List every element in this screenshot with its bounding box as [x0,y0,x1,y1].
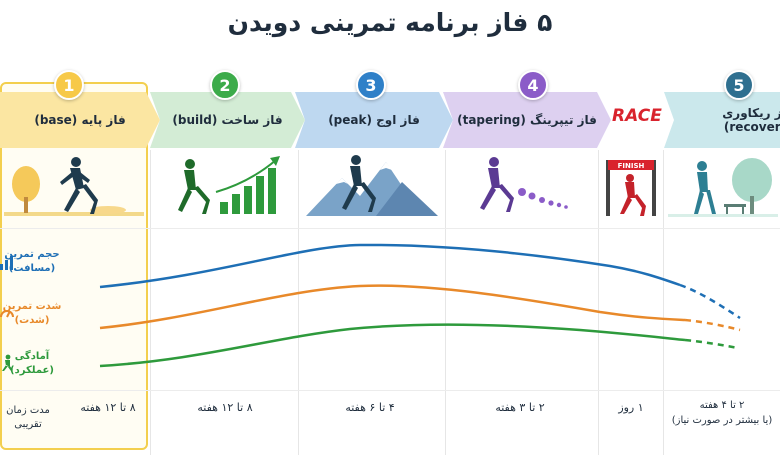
runner-icon [480,157,514,212]
volume-curve-recovery [679,283,741,320]
duration-recovery-main: ۲ تا ۴ هفته [699,400,745,411]
duration-recovery-note: (یا بیشتر در صورت نیاز) [671,415,773,426]
page-title: ۵ فاز برنامه تمرینی دویدن [227,8,553,37]
phase-arrow-recovery: فاز ریکاوری (recovery) [664,92,780,148]
row-label-volume-sub: (مسافت) [8,263,56,274]
phase-label-recovery: فاز ریکاوری (recovery) [722,106,780,134]
row-label-volume: حجم تمرین (مسافت) [2,248,62,276]
growth-bars-icon [220,168,276,214]
volume-curve [99,243,681,289]
runner-icon [620,174,646,216]
tree-icon [732,158,772,202]
runner-icon [342,155,376,212]
tree-icon [12,166,40,202]
ground [4,212,144,216]
dots-icon [518,188,568,209]
finish-banner [608,160,654,170]
tapering-illustration [480,157,568,212]
row-divider [0,228,780,229]
peak-illustration [306,155,438,216]
duration-recovery: ۲ تا ۴ هفته (یا بیشتر در صورت نیاز) [664,398,780,428]
speedometer-icon [0,310,14,318]
duration-peak: ۴ تا ۶ هفته [345,401,395,414]
bench-icon [724,204,746,207]
race-label: RACE [612,106,662,126]
intensity-curve-recovery [684,318,741,332]
runner-icon [2,354,13,371]
phase-number-badge: 5 [724,70,754,100]
phase-arrow-peak: فاز اوج (peak) [295,92,453,148]
column-divider [298,150,299,455]
row-label-duration-sub: تقریبی [14,419,42,430]
row-label-duration: مدت زمان تقریبی [0,404,58,432]
row-divider [0,390,780,391]
row-label-intensity-sub: (شدت) [14,315,50,326]
row-label-intensity: شدت تمرین (شدت) [2,300,62,328]
duration-build: ۸ تا ۱۲ هفته [197,401,253,414]
runner-icon [60,157,98,214]
phase-number-badge: 2 [210,70,240,100]
base-illustration [4,157,144,216]
column-divider [445,150,446,455]
phase-arrow-tapering: فاز تیپرینگ (tapering) [443,92,611,148]
phase-number-badge: 1 [54,70,84,100]
fitness-curve-recovery [684,338,739,350]
row-label-intensity-title: شدت تمرین [2,301,62,312]
row-label-duration-title: مدت زمان [6,405,50,416]
column-divider [150,150,151,455]
row-label-volume-title: حجم تمرین [4,249,60,260]
phase-label-tapering: فاز تیپرینگ (tapering) [457,113,597,127]
phase-number-badge: 3 [356,70,386,100]
race-illustration: FINISH [606,160,656,216]
recovery-illustration [668,158,778,217]
phase-label-base: فاز پایه (base) [34,113,126,127]
build-illustration [178,156,280,214]
column-divider [598,150,599,455]
phase-arrow-base: فاز پایه (base) [0,92,160,148]
row-label-fitness-title: آمادگی [14,351,50,362]
phase-label-build: فاز ساخت (build) [172,113,283,127]
duration-base: ۸ تا ۱۲ هفته [80,401,136,414]
row-label-fitness: آمادگی (عملکرد) [2,350,62,378]
phase-arrow-build: فاز ساخت (build) [150,92,305,148]
walker-icon [694,161,716,214]
row-label-fitness-sub: (عملکرد) [10,365,54,376]
finish-text: FINISH [618,162,645,170]
phase-number-badge: 4 [518,70,548,100]
bar-chart-icon [0,256,13,270]
duration-race: ۱ روز [618,401,644,414]
duration-tapering: ۲ تا ۳ هفته [495,401,545,414]
runner-icon [178,159,210,214]
phase-label-peak: فاز اوج (peak) [328,113,420,127]
